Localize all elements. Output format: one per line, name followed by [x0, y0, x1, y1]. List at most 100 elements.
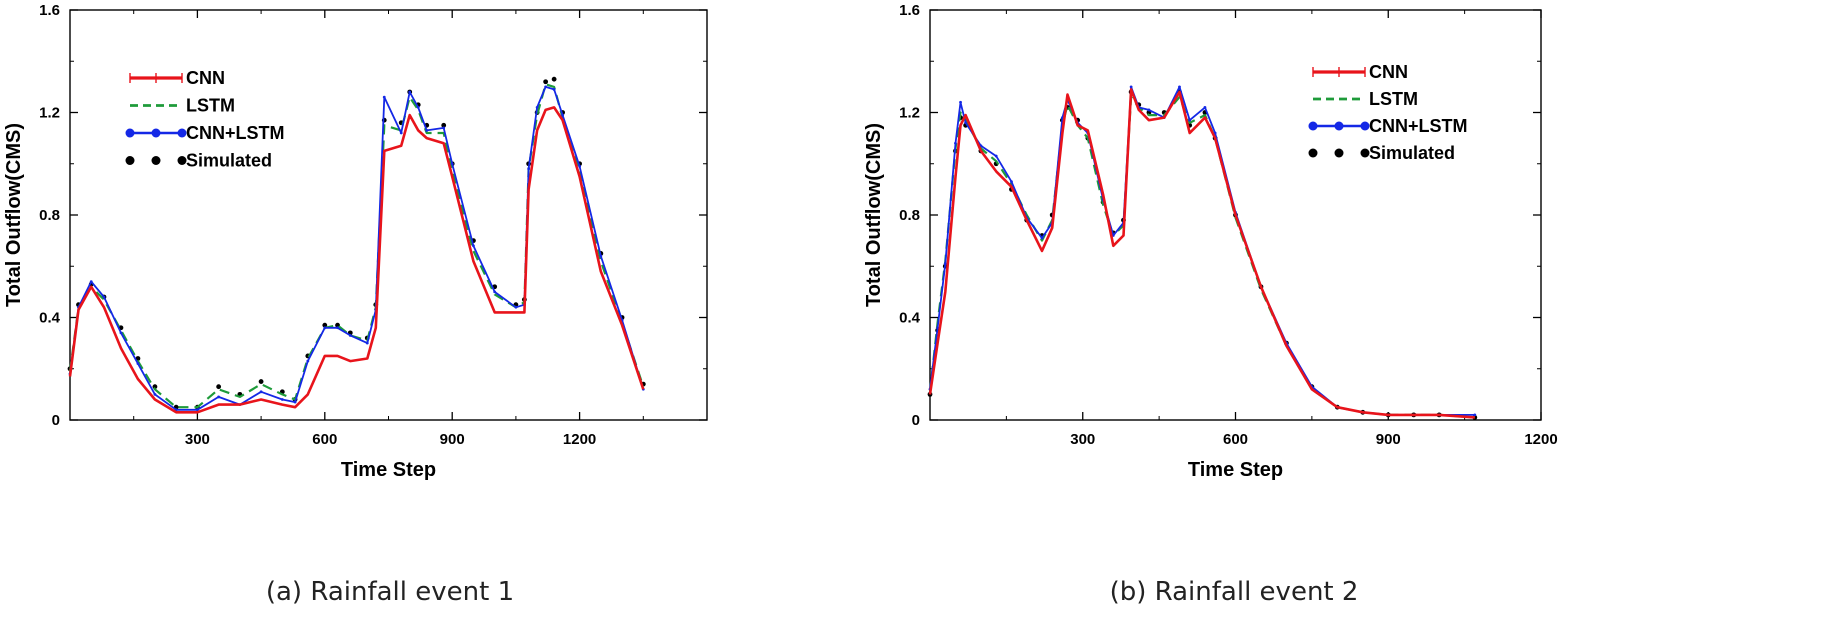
- data-point-cnn-lstm: [552, 88, 556, 91]
- data-point-cnn-lstm: [472, 244, 475, 248]
- data-point-cnn-lstm: [382, 95, 386, 99]
- data-point-cnn-lstm: [425, 129, 429, 132]
- data-point-simulated: [543, 79, 549, 85]
- data-point-cnn-lstm: [399, 131, 403, 135]
- series-cnn-lstm: [68, 85, 645, 412]
- data-point-cnn-lstm: [943, 262, 947, 266]
- data-point-simulated: [441, 122, 447, 128]
- data-point-cnn-lstm: [102, 295, 106, 299]
- x-tick-label: 300: [1070, 431, 1095, 448]
- data-point-cnn-lstm: [293, 400, 297, 404]
- legend-label-cnn: CNN: [1369, 62, 1408, 82]
- legend-label-lstm: LSTM: [186, 96, 235, 116]
- legend: CNN LSTM CNN+LSTM Simulated: [121, 62, 328, 174]
- legend-label-cnn: CNN: [186, 68, 225, 88]
- series-line-cnn: [68, 106, 645, 414]
- data-point-cnn-lstm: [959, 100, 962, 104]
- y-tick-label: 0: [912, 412, 920, 429]
- data-point-cnn-lstm: [119, 331, 123, 335]
- chart-caption: (a) Rainfall event 1: [266, 577, 514, 607]
- data-point-cnn-lstm: [450, 162, 454, 166]
- x-tick-label: 600: [1223, 431, 1248, 448]
- x-tick-label: 900: [440, 431, 465, 448]
- data-point-cnn-lstm: [196, 408, 199, 412]
- legend-marker-cnn-lstm: [1360, 121, 1370, 131]
- legend-marker-cnn-lstm: [125, 128, 135, 138]
- x-tick-label: 600: [312, 431, 337, 448]
- series-line-cnn: [928, 88, 1475, 419]
- data-point-cnn-lstm: [954, 141, 957, 145]
- data-point-cnn-lstm: [365, 341, 369, 345]
- x-tick-label: 900: [1376, 431, 1401, 448]
- data-point-cnn-lstm: [1129, 85, 1133, 89]
- data-point-cnn-lstm: [514, 305, 518, 309]
- data-point-cnn-lstm: [535, 105, 539, 109]
- legend: CNN LSTM CNN+LSTM Simulated: [1304, 56, 1513, 168]
- data-point-cnn-lstm: [280, 398, 284, 401]
- y-tick-label: 0.4: [39, 310, 61, 327]
- data-point-simulated: [551, 76, 557, 82]
- data-point-cnn-lstm: [408, 90, 412, 94]
- data-point-simulated: [216, 384, 222, 390]
- x-tick-label: 300: [185, 431, 210, 448]
- x-tick-label: 1200: [1524, 431, 1557, 448]
- data-point-cnn-lstm: [527, 167, 531, 171]
- data-point-cnn-lstm: [994, 154, 998, 158]
- chart-panel-1: 0 0.4 0.8 1.2 1.6 300 600 900 1200 Time Step Total…: [3, 2, 708, 607]
- legend-label-cnn-lstm: CNN+LSTM: [186, 123, 285, 143]
- y-tick-label: 0: [52, 412, 60, 429]
- data-point-cnn-lstm: [136, 362, 140, 366]
- x-tick-label: 1200: [563, 431, 596, 448]
- y-tick-label: 1.2: [899, 105, 920, 122]
- legend-label-lstm: LSTM: [1369, 89, 1418, 109]
- legend-swatch-simulated: [1360, 148, 1370, 158]
- legend-swatch-simulated: [125, 156, 135, 165]
- chart-panel-2: 0 0.4 0.8 1.2 1.6 300 600 900 1200 Time Step Total…: [863, 2, 1558, 607]
- legend-marker-cnn-lstm: [1308, 121, 1318, 131]
- data-point-cnn-lstm: [323, 326, 327, 330]
- data-point-cnn-lstm: [1203, 105, 1207, 109]
- y-tick-label: 0.8: [899, 207, 920, 224]
- data-point-cnn-lstm: [306, 359, 310, 363]
- y-tick-label: 1.6: [899, 2, 920, 19]
- legend-marker-cnn-lstm: [151, 128, 161, 138]
- legend-swatch-simulated: [177, 156, 187, 165]
- data-point-cnn-lstm: [1147, 108, 1151, 112]
- y-tick-label: 1.6: [39, 2, 60, 19]
- data-point-cnn-lstm: [1010, 180, 1013, 184]
- data-point-cnn-lstm: [416, 105, 420, 109]
- legend-marker-cnn-lstm: [1334, 121, 1344, 131]
- data-point-cnn-lstm: [348, 334, 352, 337]
- legend-label-cnn-lstm: CNN+LSTM: [1369, 116, 1468, 136]
- data-point-cnn-lstm: [153, 392, 157, 396]
- data-point-cnn-lstm: [544, 85, 548, 89]
- y-axis-label: Total Outflow(CMS): [863, 123, 885, 307]
- series-cnn: [928, 88, 1475, 419]
- data-point-cnn-lstm: [936, 326, 940, 330]
- chart-caption: (b) Rainfall event 2: [1110, 577, 1359, 607]
- data-point-cnn-lstm: [442, 126, 446, 130]
- y-tick-label: 0.4: [899, 310, 921, 327]
- y-tick-label: 1.2: [39, 105, 60, 122]
- series-cnn: [68, 106, 645, 414]
- data-point-cnn-lstm: [1188, 118, 1192, 122]
- x-axis-label: Time Step: [341, 459, 436, 481]
- data-point-cnn-lstm: [578, 164, 581, 168]
- data-point-cnn-lstm: [259, 390, 263, 394]
- series-line-cnn-lstm: [69, 86, 645, 411]
- legend-label-simulated: Simulated: [186, 151, 272, 171]
- y-tick-label: 0.8: [39, 207, 60, 224]
- legend-marker-cnn-lstm: [177, 128, 187, 138]
- data-point-cnn-lstm: [1040, 236, 1044, 240]
- data-point-simulated: [258, 379, 264, 384]
- data-point-cnn-lstm: [964, 121, 968, 125]
- data-point-cnn-lstm: [336, 326, 339, 330]
- legend-swatch-simulated: [151, 156, 161, 165]
- data-point-cnn-lstm: [1473, 413, 1477, 417]
- legend-swatch-simulated: [1334, 148, 1344, 158]
- data-point-cnn-lstm: [493, 290, 497, 294]
- data-point-cnn-lstm: [89, 280, 93, 284]
- legend-label-simulated: Simulated: [1369, 143, 1455, 163]
- data-point-cnn-lstm: [561, 113, 565, 117]
